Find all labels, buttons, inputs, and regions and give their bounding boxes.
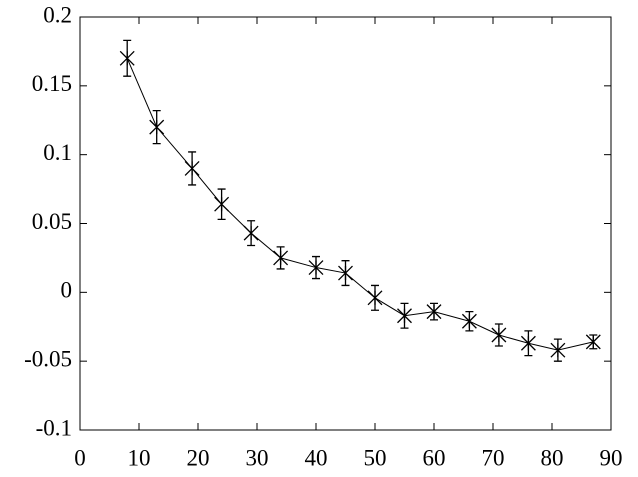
point-marker xyxy=(426,304,442,320)
x-tick-label: 0 xyxy=(74,445,86,470)
point-marker xyxy=(273,250,289,266)
y-tick-label: 0.1 xyxy=(43,140,72,165)
y-tick-label: -0.1 xyxy=(36,415,72,440)
point-marker xyxy=(338,265,353,281)
y-tick-label: 0.05 xyxy=(32,209,72,234)
point-marker xyxy=(397,308,412,324)
y-tick-label: 0 xyxy=(61,278,73,303)
x-tick-label: 10 xyxy=(128,445,151,470)
x-tick-label: 30 xyxy=(246,445,269,470)
x-tick-label: 40 xyxy=(305,445,328,470)
point-marker xyxy=(149,119,165,135)
data-line xyxy=(126,58,594,351)
x-tick-label: 70 xyxy=(482,445,505,470)
plot-frame xyxy=(79,16,612,431)
point-marker xyxy=(491,327,507,343)
x-tick-label: 20 xyxy=(187,445,210,470)
point-marker xyxy=(243,225,259,241)
y-tick-label: 0.15 xyxy=(32,71,72,96)
point-marker xyxy=(550,342,566,358)
point-marker xyxy=(308,260,324,276)
x-tick-label: 90 xyxy=(600,445,623,470)
point-marker xyxy=(367,290,383,306)
y-tick-label: -0.05 xyxy=(24,346,72,371)
x-tick-label: 50 xyxy=(364,445,387,470)
point-marker xyxy=(214,196,230,212)
point-marker xyxy=(585,334,601,350)
x-tick-label: 80 xyxy=(541,445,564,470)
point-marker xyxy=(461,313,477,329)
point-marker xyxy=(119,50,135,66)
point-marker xyxy=(184,160,200,176)
y-tick-label: 0.2 xyxy=(43,2,72,27)
x-tick-label: 60 xyxy=(423,445,446,470)
point-marker xyxy=(520,335,536,351)
